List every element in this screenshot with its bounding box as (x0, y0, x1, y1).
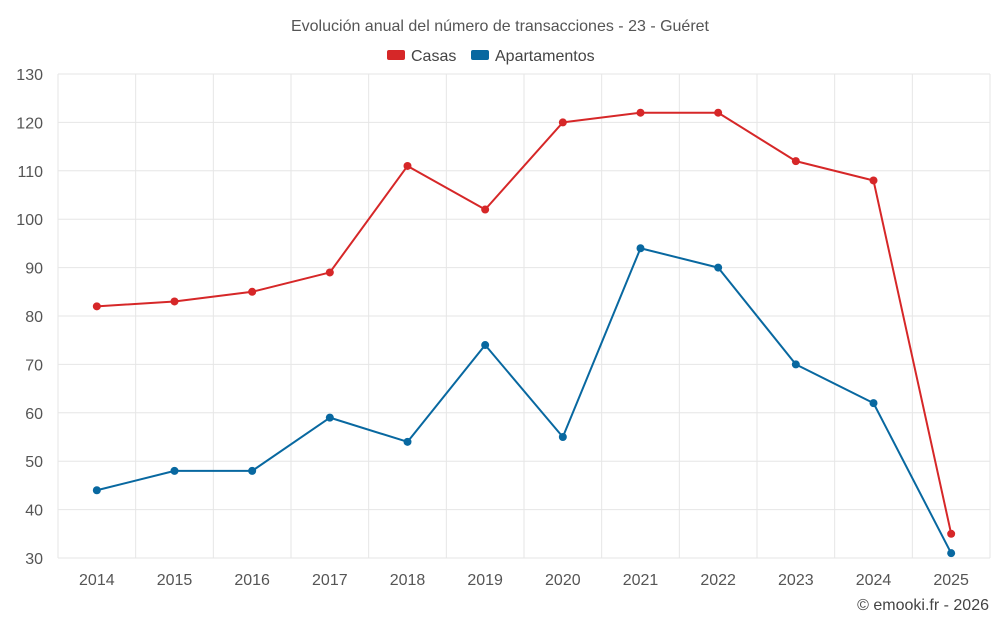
series-line-casas (96, 111, 953, 535)
x-axis: 2014 2015 2016 2017 2018 2019 2020 2021 2022 2023… (79, 572, 969, 589)
x-tick-label-2017: 2017 (312, 572, 348, 589)
legend-swatch-apartamentos (471, 50, 489, 60)
x-tick-label-2015: 2015 (157, 572, 193, 589)
legend: Casas Apartamentos (387, 48, 595, 65)
data-point-apartamentos-2022 (714, 263, 723, 272)
grid (57, 73, 991, 559)
data-point-casas-2018 (403, 161, 412, 170)
y-tick-label-120: 120 (16, 115, 43, 132)
legend-label-apartamentos: Apartamentos (495, 48, 595, 65)
y-tick-label-70: 70 (25, 357, 43, 374)
y-tick-label-40: 40 (25, 503, 43, 520)
data-point-apartamentos-2014 (92, 486, 101, 495)
x-tick-label-2020: 2020 (545, 572, 581, 589)
data-point-casas-2023 (791, 157, 800, 166)
series-line-apartamentos (96, 247, 953, 554)
x-tick-label-2023: 2023 (778, 572, 814, 589)
legend-swatch-casas (387, 50, 405, 60)
x-tick-label-2024: 2024 (856, 572, 892, 589)
x-tick-label-2014: 2014 (79, 572, 115, 589)
data-point-apartamentos-2016 (248, 466, 257, 475)
y-tick-label-110: 110 (17, 164, 43, 181)
data-point-apartamentos-2025 (947, 549, 956, 558)
data-point-casas-2016 (248, 287, 257, 296)
y-tick-label-130: 130 (16, 67, 43, 84)
data-point-casas-2025 (947, 529, 956, 538)
x-tick-label-2016: 2016 (234, 572, 270, 589)
x-tick-label-2022: 2022 (700, 572, 736, 589)
data-point-casas-2015 (170, 297, 179, 306)
data-point-casas-2022 (714, 108, 723, 117)
data-point-apartamentos-2017 (325, 413, 334, 422)
y-tick-label-60: 60 (25, 406, 43, 423)
y-tick-label-30: 30 (25, 551, 43, 568)
y-tick-label-80: 80 (25, 309, 43, 326)
data-point-apartamentos-2018 (403, 437, 412, 446)
data-point-casas-2014 (92, 302, 101, 311)
x-tick-label-2019: 2019 (467, 572, 503, 589)
y-tick-label-90: 90 (25, 261, 43, 278)
y-axis: 30 40 50 60 70 80 90 100 110 120 130 (16, 67, 43, 568)
y-tick-label-100: 100 (16, 212, 43, 229)
legend-label-casas: Casas (411, 48, 456, 65)
data-point-casas-2019 (481, 205, 490, 214)
data-point-apartamentos-2023 (791, 360, 800, 369)
x-tick-label-2025: 2025 (933, 572, 969, 589)
data-point-apartamentos-2019 (481, 341, 490, 350)
data-point-apartamentos-2024 (869, 399, 878, 408)
data-point-casas-2021 (636, 108, 645, 117)
data-point-apartamentos-2021 (636, 244, 645, 253)
data-point-casas-2020 (558, 118, 567, 127)
data-point-casas-2017 (325, 268, 334, 277)
credit-text: © emooki.fr - 2026 (857, 597, 989, 614)
x-tick-label-2018: 2018 (390, 572, 426, 589)
data-point-apartamentos-2020 (558, 433, 567, 441)
chart-title: Evolución anual del número de transaccio… (291, 18, 710, 35)
series-group (92, 108, 956, 558)
y-tick-label-50: 50 (25, 454, 43, 471)
x-tick-label-2021: 2021 (623, 572, 659, 589)
data-point-apartamentos-2015 (170, 466, 179, 475)
data-point-casas-2024 (869, 176, 878, 185)
